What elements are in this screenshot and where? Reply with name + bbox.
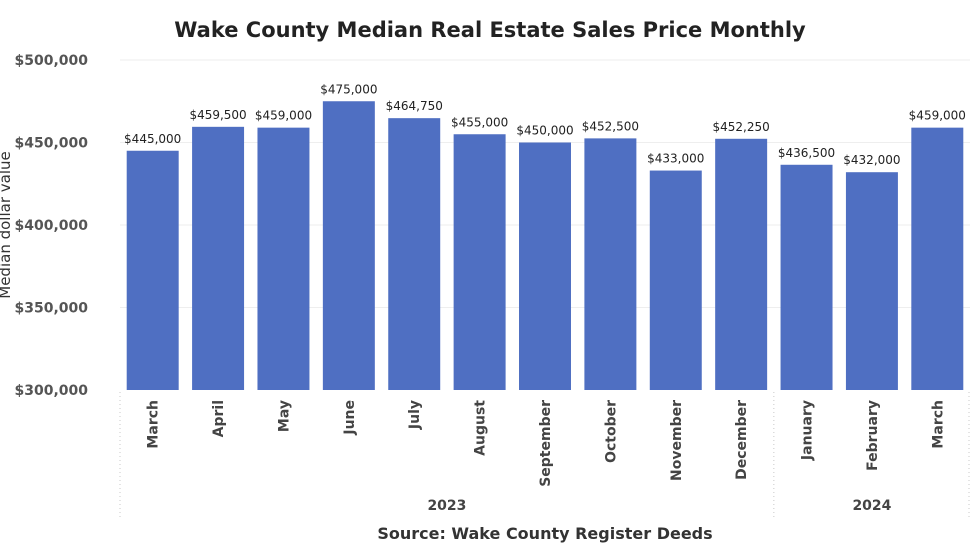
year-axis: 2023 2024 — [119, 392, 970, 518]
data-label: $436,500 — [778, 146, 835, 160]
x-tick-label: March — [930, 400, 946, 449]
bar — [126, 150, 179, 390]
data-label: $459,500 — [189, 108, 246, 122]
x-tick-label: November — [669, 400, 685, 481]
y-tick-label: $400,000 — [14, 218, 88, 234]
bar — [911, 127, 964, 391]
x-tick-label: September — [538, 400, 554, 487]
data-label: $464,750 — [386, 99, 443, 113]
x-tick-label: February — [865, 400, 881, 471]
bar — [257, 127, 310, 391]
y-tick-label: $300,000 — [14, 383, 88, 399]
x-tick-label: July — [407, 400, 423, 430]
y-axis-ticks: $300,000 $350,000 $400,000 $450,000 $500,000 — [14, 53, 88, 399]
data-label: $433,000 — [647, 152, 704, 166]
x-tick-label: June — [342, 400, 358, 436]
y-tick-label: $350,000 — [14, 301, 88, 317]
bar — [845, 172, 898, 390]
x-tick-label: May — [276, 400, 292, 432]
x-tick-label: March — [146, 400, 162, 449]
data-label: $452,500 — [582, 119, 639, 133]
bar — [780, 164, 833, 390]
data-label: $450,000 — [516, 124, 573, 138]
x-tick-label: January — [800, 400, 816, 461]
data-label: $432,000 — [843, 153, 900, 167]
data-label: $459,000 — [255, 109, 312, 123]
y-tick-label: $450,000 — [14, 136, 88, 152]
x-axis-label: Source: Wake County Register Deeds — [377, 524, 712, 543]
x-tick-label: August — [473, 400, 489, 456]
y-tick-label: $500,000 — [14, 53, 88, 69]
bar — [388, 118, 441, 390]
bar — [192, 126, 245, 390]
data-labels: $445,000 $459,500 $459,000 $475,000 $464,750… — [124, 82, 966, 167]
data-label: $475,000 — [320, 82, 377, 96]
chart-title: Wake County Median Real Estate Sales Pri… — [174, 18, 806, 42]
x-tick-label: April — [211, 400, 227, 437]
year-label: 2024 — [852, 498, 891, 514]
bars — [126, 101, 964, 391]
data-label: $459,000 — [909, 109, 966, 123]
x-tick-label: October — [603, 400, 619, 463]
year-label: 2023 — [427, 498, 466, 514]
bar — [649, 170, 702, 390]
x-axis-ticks: March April May June July August September Octo… — [146, 400, 947, 487]
data-label: $455,000 — [451, 115, 508, 129]
bar — [453, 134, 506, 390]
data-label: $445,000 — [124, 132, 181, 146]
y-axis-label: Median dollar value — [0, 151, 14, 298]
data-label: $452,250 — [713, 120, 770, 134]
bar — [584, 138, 637, 390]
bar — [519, 142, 571, 390]
x-tick-label: December — [734, 400, 750, 480]
bar — [322, 101, 375, 390]
bar — [715, 138, 768, 390]
